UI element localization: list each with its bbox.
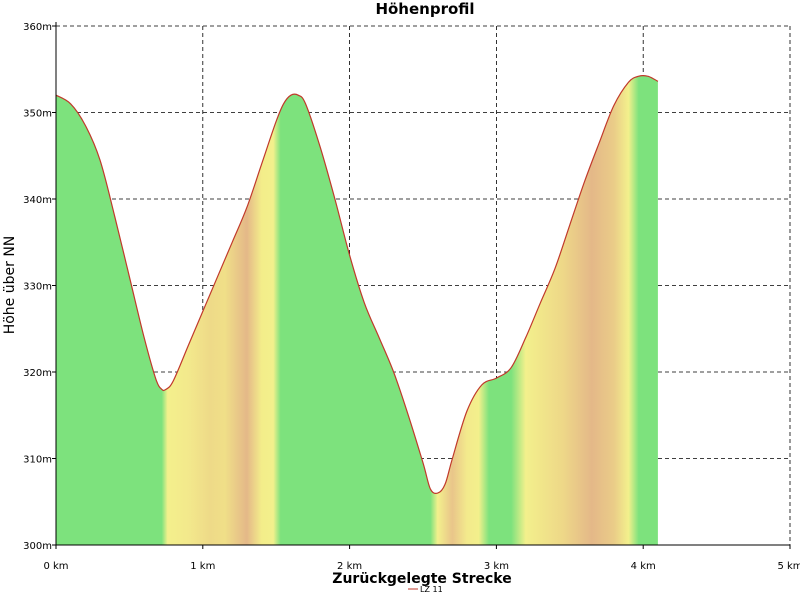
legend-label: LZ 11	[420, 585, 443, 594]
x-tick-label: 3 km	[484, 561, 509, 572]
chart-title: Höhenprofil	[375, 0, 474, 18]
y-axis-label: Höhe über NN	[2, 236, 18, 335]
y-tick-label: 350m	[23, 109, 52, 120]
y-tick-label: 320m	[23, 368, 52, 379]
elevation-line	[55, 75, 659, 495]
elevation-fill	[56, 75, 658, 546]
y-tick-label: 340m	[23, 195, 52, 206]
y-tick-label: 310m	[23, 455, 52, 466]
x-tick-label: 5 km	[777, 561, 800, 572]
axes	[52, 22, 791, 549]
tick-labels: 300m 310m 320m 330m 340m 350m 360m 0 km 1 km 2 km…	[23, 22, 800, 572]
plot-area	[55, 75, 659, 546]
x-tick-label: 4 km	[631, 561, 656, 572]
x-tick-label: 0 km	[43, 561, 68, 572]
y-tick-label: 300m	[23, 541, 52, 552]
y-tick-label: 360m	[23, 22, 52, 33]
x-tick-label: 1 km	[190, 561, 215, 572]
y-tick-label: 330m	[23, 282, 52, 293]
legend: LZ 11	[408, 585, 443, 594]
x-axis-label: Zurückgelegte Strecke	[332, 571, 511, 587]
x-tick-label: 2 km	[337, 561, 362, 572]
